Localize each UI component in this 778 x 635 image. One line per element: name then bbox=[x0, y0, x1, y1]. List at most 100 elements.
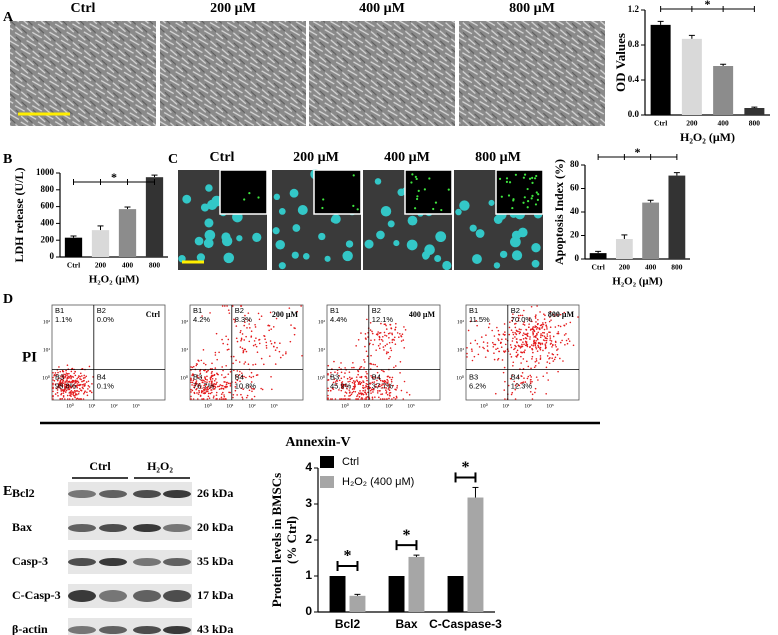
event-dot bbox=[517, 376, 520, 379]
event-dot bbox=[512, 313, 514, 315]
event-dot bbox=[511, 316, 514, 319]
event-dot bbox=[76, 397, 79, 400]
y-tick-label: 4 bbox=[305, 460, 312, 474]
event-dot bbox=[220, 387, 222, 390]
event-dot bbox=[534, 364, 537, 367]
event-dot bbox=[374, 376, 377, 378]
event-dot bbox=[52, 398, 54, 400]
event-dot bbox=[62, 388, 64, 391]
blot-band bbox=[163, 626, 191, 634]
nucleus bbox=[273, 193, 281, 201]
event-dot bbox=[211, 367, 213, 370]
event-dot bbox=[190, 398, 192, 400]
nucleus bbox=[531, 243, 541, 253]
event-dot bbox=[334, 398, 337, 400]
inset-dot bbox=[352, 174, 355, 177]
event-dot bbox=[192, 378, 195, 380]
event-dot bbox=[201, 315, 203, 317]
event-dot bbox=[356, 395, 358, 398]
inset-dot bbox=[514, 173, 517, 176]
event-dot bbox=[548, 357, 550, 360]
y-tick-label: 1000 bbox=[36, 167, 55, 177]
nucleus bbox=[472, 254, 482, 264]
quadrant-value: 98.8% bbox=[55, 382, 77, 391]
event-dot bbox=[509, 344, 512, 346]
event-dot bbox=[206, 398, 209, 400]
event-dot bbox=[497, 338, 499, 340]
event-dot bbox=[374, 385, 376, 388]
event-dot bbox=[360, 332, 362, 334]
event-dot bbox=[516, 330, 519, 333]
event-dot bbox=[362, 389, 364, 392]
event-dot bbox=[192, 374, 195, 376]
nucleus bbox=[374, 178, 382, 185]
nucleus bbox=[469, 224, 477, 232]
nucleus bbox=[318, 232, 326, 241]
x-tick-label: 800 bbox=[671, 263, 683, 272]
event-dot bbox=[388, 341, 391, 344]
event-dot bbox=[279, 342, 281, 345]
event-dot bbox=[351, 381, 354, 384]
size-label: 35 kDa bbox=[197, 554, 233, 568]
inset-dot bbox=[523, 173, 527, 176]
event-dot bbox=[239, 329, 242, 332]
event-dot bbox=[365, 377, 368, 379]
event-dot bbox=[524, 381, 527, 383]
event-dot bbox=[353, 382, 356, 385]
event-dot bbox=[72, 391, 75, 393]
event-dot bbox=[83, 383, 85, 385]
event-dot bbox=[515, 356, 518, 358]
event-dot bbox=[209, 392, 212, 395]
event-dot bbox=[500, 346, 503, 349]
event-dot bbox=[373, 381, 376, 383]
event-dot bbox=[348, 395, 350, 397]
event-dot bbox=[376, 334, 379, 336]
event-dot bbox=[232, 393, 235, 396]
event-dot bbox=[253, 388, 255, 390]
event-dot bbox=[204, 363, 207, 366]
event-dot bbox=[81, 386, 84, 389]
event-dot bbox=[258, 318, 261, 321]
event-dot bbox=[529, 390, 532, 393]
event-dot bbox=[515, 341, 518, 343]
inset-dot bbox=[531, 194, 534, 197]
event-dot bbox=[545, 337, 547, 339]
event-dot bbox=[68, 384, 71, 387]
inset-dot bbox=[356, 208, 359, 211]
event-dot bbox=[216, 358, 218, 361]
event-dot bbox=[260, 357, 263, 360]
event-dot bbox=[207, 395, 210, 398]
event-dot bbox=[65, 389, 68, 392]
event-dot bbox=[73, 395, 76, 397]
event-dot bbox=[521, 345, 524, 348]
event-dot bbox=[546, 326, 548, 328]
event-dot bbox=[385, 391, 388, 393]
bar bbox=[744, 108, 765, 115]
event-dot bbox=[385, 389, 387, 392]
event-dot bbox=[372, 388, 375, 391]
event-dot bbox=[373, 377, 375, 379]
event-dot bbox=[518, 332, 521, 335]
event-dot bbox=[225, 335, 227, 338]
event-dot bbox=[544, 346, 547, 349]
event-dot bbox=[537, 345, 540, 348]
event-dot bbox=[362, 384, 364, 387]
event-dot bbox=[554, 356, 557, 359]
event-dot bbox=[58, 386, 60, 388]
event-dot bbox=[58, 384, 61, 387]
event-dot bbox=[241, 396, 244, 399]
event-dot bbox=[494, 392, 497, 395]
event-dot bbox=[520, 351, 522, 353]
event-dot bbox=[363, 359, 365, 361]
event-dot bbox=[278, 350, 281, 353]
event-dot bbox=[403, 326, 405, 328]
event-dot bbox=[236, 340, 239, 343]
event-dot bbox=[509, 321, 511, 323]
event-dot bbox=[391, 398, 393, 400]
event-dot bbox=[371, 376, 373, 379]
quadrant-name: B4 bbox=[511, 373, 520, 382]
event-dot bbox=[250, 381, 253, 383]
event-dot bbox=[236, 394, 238, 396]
event-dot bbox=[226, 305, 228, 307]
